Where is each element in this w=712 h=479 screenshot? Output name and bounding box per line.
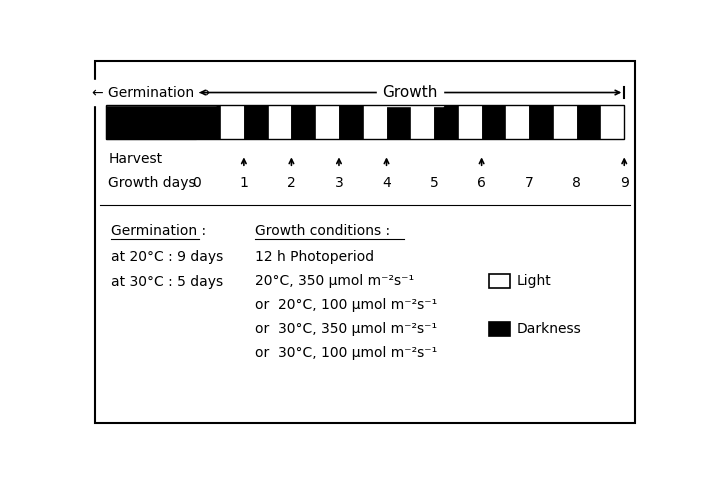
Text: 8: 8: [572, 176, 581, 190]
Bar: [577, 105, 600, 138]
Text: 4: 4: [382, 176, 391, 190]
Bar: [506, 105, 529, 138]
Text: at 20°C : 9 days: at 20°C : 9 days: [111, 250, 224, 263]
Bar: [600, 105, 624, 138]
Text: or  30°C, 100 μmol m⁻²s⁻¹: or 30°C, 100 μmol m⁻²s⁻¹: [255, 345, 436, 360]
Text: 2: 2: [287, 176, 295, 190]
Bar: [244, 105, 268, 138]
FancyBboxPatch shape: [95, 61, 635, 422]
Bar: [458, 105, 481, 138]
Bar: [339, 105, 362, 138]
Text: Growth: Growth: [382, 85, 438, 100]
Text: or  20°C, 100 μmol m⁻²s⁻¹: or 20°C, 100 μmol m⁻²s⁻¹: [255, 297, 436, 312]
Text: 12 h Photoperiod: 12 h Photoperiod: [255, 250, 374, 263]
Bar: [489, 321, 510, 336]
Text: Growth conditions :: Growth conditions :: [255, 224, 389, 238]
Text: 0: 0: [192, 176, 201, 190]
Text: 20°C, 350 μmol m⁻²s⁻¹: 20°C, 350 μmol m⁻²s⁻¹: [255, 274, 414, 287]
Bar: [291, 105, 315, 138]
Bar: [315, 105, 339, 138]
Bar: [105, 105, 624, 138]
Bar: [362, 105, 387, 138]
Bar: [489, 274, 510, 287]
Text: 7: 7: [525, 176, 533, 190]
Text: Harvest: Harvest: [108, 152, 162, 166]
Bar: [410, 105, 434, 138]
Text: 9: 9: [620, 176, 629, 190]
Bar: [553, 105, 577, 138]
Text: Growth days: Growth days: [108, 176, 196, 190]
Bar: [268, 105, 291, 138]
Text: or  30°C, 350 μmol m⁻²s⁻¹: or 30°C, 350 μmol m⁻²s⁻¹: [255, 321, 436, 336]
Text: at 30°C : 5 days: at 30°C : 5 days: [111, 275, 223, 289]
Bar: [434, 105, 458, 138]
Text: Light: Light: [517, 274, 551, 287]
Bar: [197, 105, 220, 138]
Bar: [529, 105, 553, 138]
Text: Darkness: Darkness: [517, 321, 582, 336]
Bar: [481, 105, 506, 138]
Text: ← Germination →: ← Germination →: [92, 86, 210, 100]
Text: Germination :: Germination :: [111, 224, 206, 238]
Bar: [105, 105, 197, 138]
Bar: [387, 105, 410, 138]
Text: 6: 6: [477, 176, 486, 190]
Text: 5: 5: [429, 176, 439, 190]
Text: 1: 1: [239, 176, 248, 190]
Text: 3: 3: [335, 176, 343, 190]
Bar: [220, 105, 244, 138]
